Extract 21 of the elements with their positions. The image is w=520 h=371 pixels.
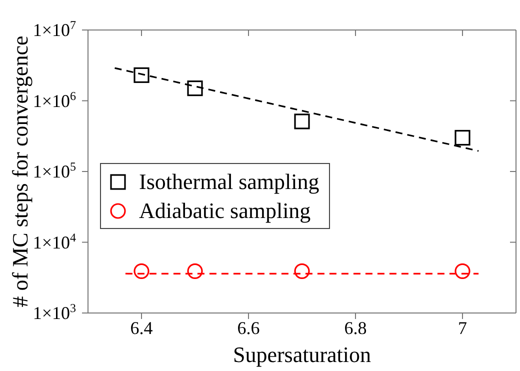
x-tick-label: 6.6	[237, 318, 260, 338]
legend-label: Isothermal sampling	[139, 168, 320, 196]
y-tick-label: 1×10$^{5}$	[32, 160, 76, 182]
y-tick-label: 1×10$^{4}$	[32, 230, 76, 252]
y-tick-label: 1×10$^{6}$	[32, 88, 76, 111]
point	[294, 114, 310, 130]
y-tick-label: 1×10$^{3}$	[32, 301, 76, 323]
point	[294, 263, 310, 279]
x-tick-label: 6.8	[344, 318, 367, 338]
y-tick-label: 1×10$^{7}$	[32, 18, 76, 40]
point	[454, 263, 470, 279]
point	[187, 80, 203, 96]
x-tick-label: 7	[458, 318, 467, 338]
x-axis-title: Supersaturation	[232, 342, 372, 367]
point	[454, 130, 470, 146]
point	[134, 67, 150, 83]
point	[187, 263, 203, 279]
point	[134, 263, 150, 279]
y-axis-title: # of MC steps for convergence	[8, 36, 32, 308]
legend-label: Adiabatic sampling	[139, 197, 311, 225]
x-tick-label: 6.4	[130, 318, 153, 338]
